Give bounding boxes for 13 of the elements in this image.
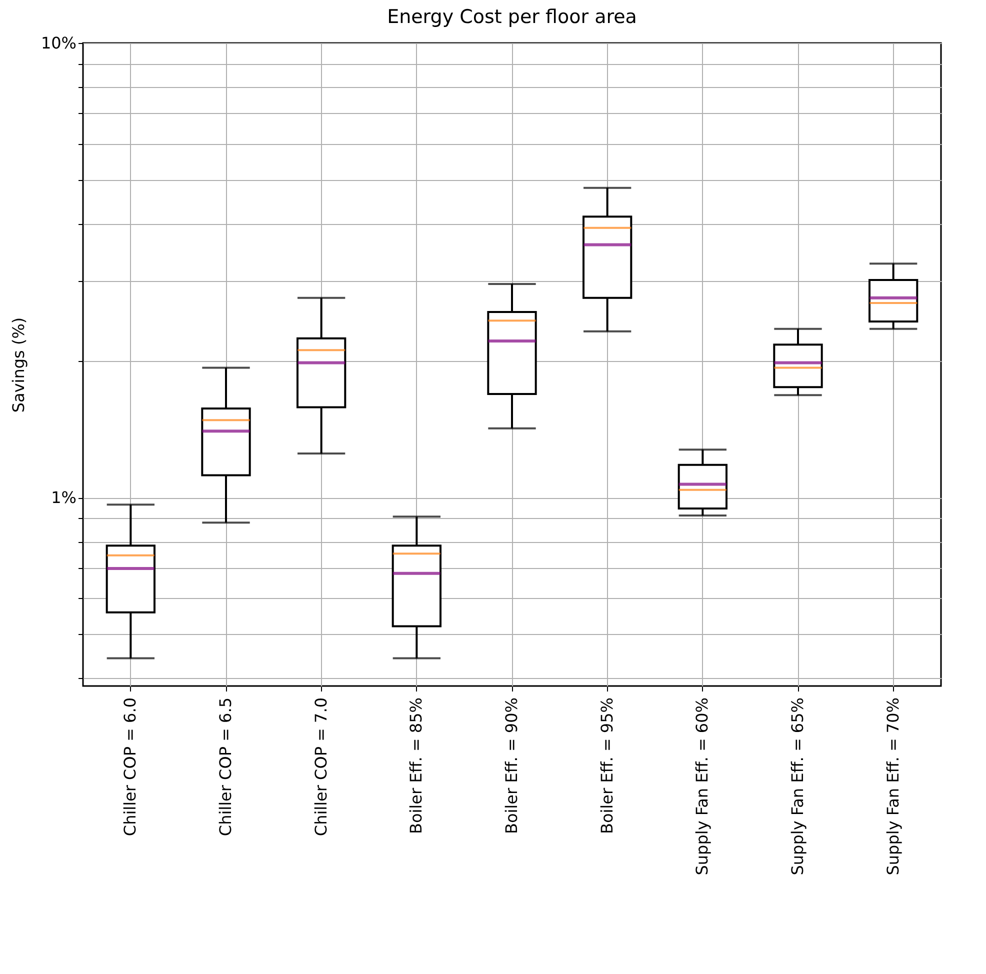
y-axis-title: Savings (%)	[8, 317, 28, 413]
x-tick-label: Boiler Eff. = 90%	[502, 698, 521, 834]
x-tick-label: Boiler Eff. = 95%	[597, 698, 616, 834]
x-tick-label: Boiler Eff. = 85%	[406, 698, 426, 834]
x-tick-label: Chiller COP = 7.0	[311, 698, 330, 836]
y-tick-label: 10%	[40, 34, 76, 52]
x-tick-label: Chiller COP = 6.0	[120, 698, 140, 836]
x-tick-label: Chiller COP = 6.5	[216, 698, 235, 836]
y-tick-label: 1%	[51, 488, 76, 508]
x-tick-label: Supply Fan Eff. = 70%	[883, 698, 902, 876]
x-tick-label: Supply Fan Eff. = 60%	[692, 698, 712, 876]
chart-title: Energy Cost per floor area	[387, 6, 637, 28]
x-tick-label: Supply Fan Eff. = 65%	[788, 698, 807, 876]
